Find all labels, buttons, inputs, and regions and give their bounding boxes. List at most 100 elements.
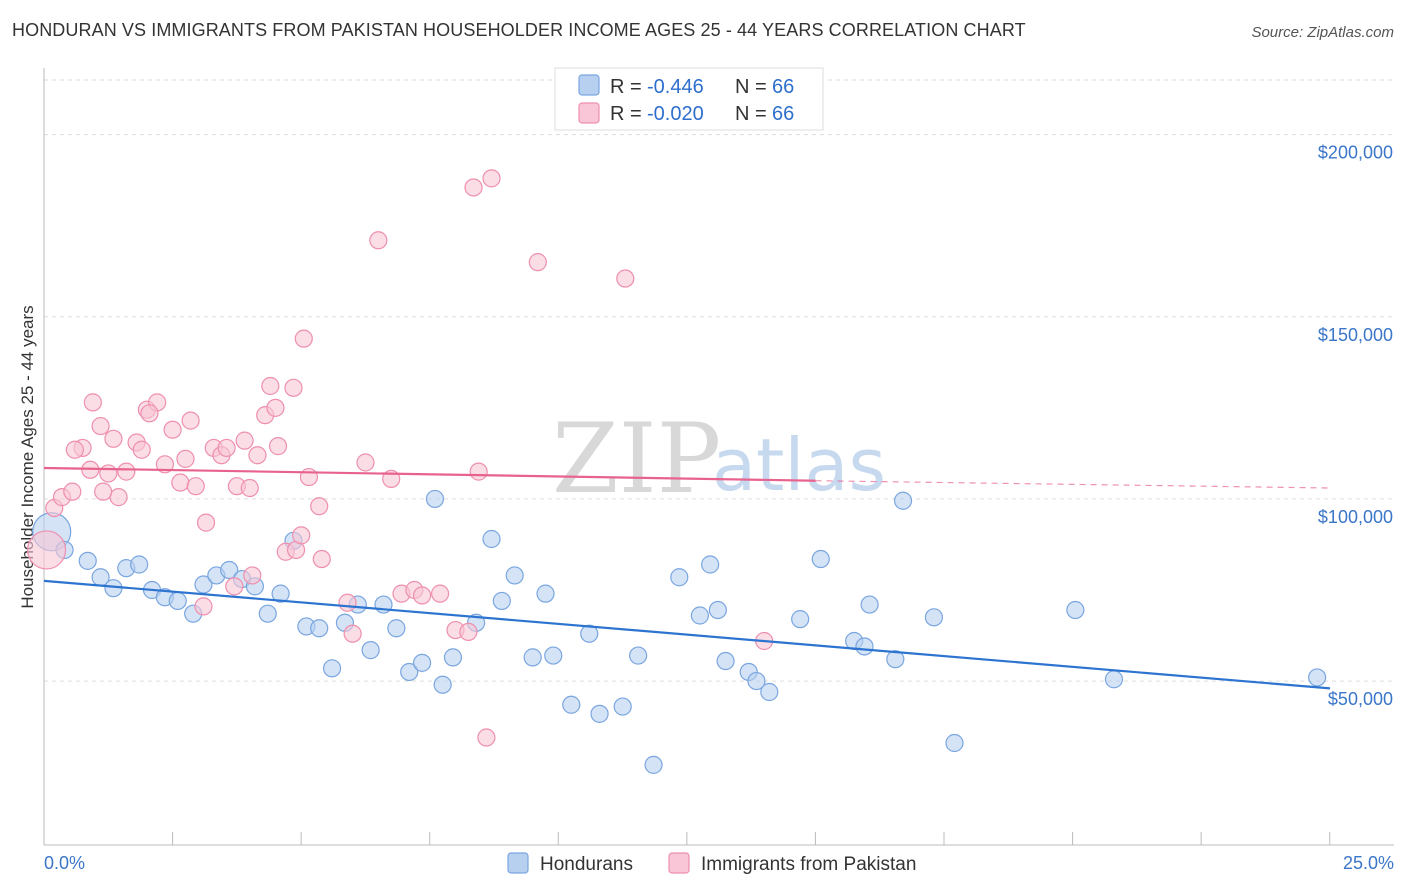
point-pakistan-55 (459, 622, 478, 641)
point-hondurans-28 (412, 653, 432, 672)
point-hondurans-27 (400, 662, 419, 682)
point-hondurans-44 (644, 755, 663, 774)
y-tick-label-50000: $50,000 (1328, 689, 1393, 709)
point-hondurans-57 (860, 595, 879, 614)
point-hondurans-31 (443, 648, 463, 667)
point-hondurans-51 (747, 671, 766, 691)
point-hondurans-33 (482, 529, 501, 549)
point-hondurans-34 (492, 591, 511, 611)
point-pakistan-28 (225, 577, 244, 596)
point-pakistan-12 (117, 462, 136, 481)
grid-lines (44, 79, 1394, 682)
point-hondurans-39 (562, 695, 581, 714)
point-hondurans-16 (258, 604, 277, 623)
point-hondurans-42 (613, 697, 632, 716)
series-hondurans-points (32, 489, 1327, 774)
point-pakistan-45 (310, 497, 329, 516)
source-credit: Source: ZipAtlas.com (1251, 24, 1394, 41)
series-legend: Hondurans Immigrants from Pakistan (507, 852, 916, 875)
point-hondurans-36 (523, 648, 542, 667)
point-pakistan-39 (284, 378, 303, 397)
trend-lines (43, 466, 1331, 690)
point-hondurans-2 (78, 551, 97, 570)
point-hondurans-6 (130, 555, 149, 574)
point-pakistan-58 (482, 169, 501, 188)
legend-swatch-pakistan (578, 102, 600, 124)
point-pakistan-27 (217, 438, 236, 458)
point-pakistan-30 (235, 431, 254, 450)
point-pakistan-60 (528, 253, 547, 272)
y-tick-label-150000: $150,000 (1318, 325, 1393, 345)
legend-r-label-2: R = (610, 103, 642, 125)
point-pakistan-33 (248, 446, 267, 465)
y-tick-labels: $50,000 $100,000 $150,000 $200,000 (1318, 143, 1393, 709)
point-pakistan-8 (91, 416, 110, 436)
point-hondurans-17 (271, 584, 290, 603)
point-hondurans-48 (708, 600, 727, 620)
y-tick-label-100000: $100,000 (1318, 507, 1393, 527)
legend-n-label-2: N = (735, 103, 767, 125)
point-pakistan-14 (132, 440, 151, 459)
bottom-legend-swatch-pakistan (668, 852, 690, 874)
point-hondurans-49 (716, 651, 735, 671)
point-pakistan-17 (155, 455, 174, 474)
point-hondurans-45 (670, 568, 689, 587)
point-hondurans-56 (855, 637, 874, 656)
point-pakistan-63 (412, 586, 432, 605)
point-pakistan-42 (294, 329, 313, 348)
point-pakistan-43 (299, 467, 319, 487)
point-hondurans-62 (1066, 600, 1085, 620)
trend-line-pakistan (43, 466, 816, 482)
point-hondurans-63 (1104, 670, 1124, 689)
point-hondurans-13 (220, 560, 239, 580)
point-hondurans-26 (387, 619, 406, 638)
point-hondurans-59 (893, 491, 913, 510)
point-hondurans-64 (1308, 668, 1327, 687)
x-tick-label-min: 0.0% (44, 853, 85, 873)
point-pakistan-10 (104, 429, 123, 448)
point-pakistan-35 (261, 376, 280, 396)
legend-box (554, 67, 824, 131)
point-pakistan-56 (469, 462, 488, 481)
legend-n-value-1: 66 (772, 76, 794, 98)
point-pakistan-21 (181, 411, 200, 430)
point-hondurans-47 (701, 555, 720, 574)
point-pakistan-44 (312, 549, 331, 569)
point-hondurans-11 (194, 575, 213, 594)
point-hondurans-30 (433, 675, 452, 694)
point-hondurans-35 (505, 566, 524, 585)
point-hondurans-52 (760, 682, 779, 702)
legend-n-label-1: N = (735, 76, 767, 98)
series-pakistan-points (26, 169, 774, 747)
point-hondurans-61 (945, 733, 964, 753)
point-pakistan-7 (83, 393, 102, 412)
point-pakistan-3 (63, 482, 82, 501)
x-tick-marks (43, 832, 1331, 845)
point-hondurans-53 (791, 610, 810, 629)
point-pakistan-5 (65, 440, 84, 459)
point-pakistan-57 (464, 178, 483, 197)
bottom-legend-swatch-hondurans (507, 852, 529, 874)
x-tick-label-max: 25.0% (1343, 853, 1394, 873)
point-pakistan-61 (616, 269, 635, 288)
point-pakistan-53 (430, 584, 450, 603)
watermark-zip: ZIP (552, 403, 721, 515)
point-pakistan-47 (343, 624, 362, 643)
point-hondurans-21 (322, 659, 342, 678)
point-pakistan-19 (171, 473, 190, 492)
point-hondurans-20 (310, 619, 329, 638)
point-pakistan-23 (194, 597, 213, 616)
point-hondurans-41 (590, 704, 609, 723)
point-pakistan-24 (196, 513, 216, 532)
point-pakistan-32 (243, 566, 262, 585)
chart-title: HONDURAN VS IMMIGRANTS FROM PAKISTAN HOU… (12, 20, 1026, 40)
point-pakistan-0 (26, 530, 67, 570)
trend-line-pakistan-extension (815, 480, 1331, 489)
point-hondurans-40 (580, 624, 599, 643)
point-hondurans-46 (690, 606, 709, 625)
point-hondurans-9 (168, 591, 187, 611)
watermark: ZIP atlas (552, 403, 886, 515)
point-hondurans-58 (886, 650, 905, 669)
point-pakistan-49 (369, 231, 388, 250)
legend-swatch-hondurans (578, 74, 600, 96)
